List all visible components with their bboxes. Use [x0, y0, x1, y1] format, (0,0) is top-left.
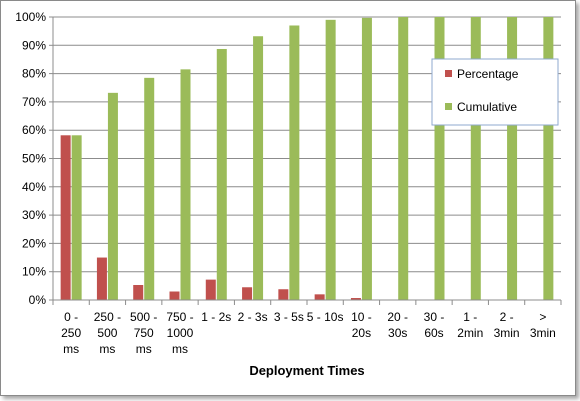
legend: Percentage Cumulative [431, 58, 559, 126]
x-tick-label: 3 - 5s [274, 310, 304, 324]
y-tick-label: 0% [29, 293, 47, 307]
x-tick-label: 20 - 30s [387, 310, 408, 340]
x-tick-label: 10 - 20s [351, 310, 372, 340]
y-tick-label: 50% [22, 152, 46, 166]
x-tick-label-line: 250 - [94, 310, 121, 324]
x-tick-label-line: 1000 [167, 326, 194, 340]
x-tick-label-line: 750 - [166, 310, 193, 324]
bar-cumulative [325, 19, 336, 301]
bar-cumulative [434, 17, 445, 300]
bar-percentage [60, 135, 71, 300]
bar-cumulative [361, 17, 372, 300]
x-tick-label-line: 10 - [351, 310, 372, 324]
y-tick-label: 70% [22, 95, 46, 109]
y-tick-label: 100% [15, 10, 46, 24]
bar-percentage [278, 289, 289, 300]
x-tick-label-line: ms [136, 342, 152, 356]
x-tick-label-line: 3 - 5s [274, 310, 304, 324]
x-tick-label-line: ms [172, 342, 188, 356]
y-tick-label: 30% [22, 208, 46, 222]
x-tick-label: 30 - 60s [424, 310, 445, 340]
x-tick-label-line: 2 - 3s [238, 310, 268, 324]
x-tick-label-line: 2min [457, 326, 483, 340]
x-tick-label-line: ms [63, 342, 79, 356]
x-tick-label-line: 20s [352, 326, 371, 340]
x-tick-label-line: 1 - [463, 310, 477, 324]
x-tick-label-line: 500 [97, 326, 117, 340]
bar-cumulative [289, 25, 300, 301]
bar-percentage [205, 279, 216, 300]
x-tick-label-line: > [539, 310, 546, 324]
x-tick-label-line: 3min [530, 326, 556, 340]
bar-cumulative [470, 17, 481, 300]
x-tick-label: 500 - 750 ms [130, 310, 157, 356]
x-tick-label-line: ms [99, 342, 115, 356]
x-tick-label: 5 - 10s [307, 310, 344, 324]
bar-percentage [350, 298, 361, 300]
y-tick-label: 80% [22, 67, 46, 81]
bar-cumulative [216, 48, 227, 300]
legend-label-percentage: Percentage [457, 67, 519, 81]
x-tick-label-line: 500 - [130, 310, 157, 324]
x-tick-label: 250 - 500 ms [94, 310, 121, 356]
legend-swatch-percentage [445, 70, 452, 77]
bars [60, 17, 554, 301]
bar-percentage [96, 257, 107, 300]
y-tick-label: 10% [22, 265, 46, 279]
bar-cumulative [253, 36, 264, 301]
x-tick-label-line: 3min [494, 326, 520, 340]
bar-cumulative [543, 17, 554, 300]
y-axis-ticks: 0% 10% 20% 30% 40% 50% 60% 70% 80% 90% 100% [15, 10, 53, 307]
y-tick-label: 20% [22, 236, 46, 250]
legend-box [431, 58, 559, 126]
x-tick-label-line: 30s [388, 326, 407, 340]
grid-lines [53, 16, 561, 273]
y-tick-label: 60% [22, 123, 46, 137]
bar-percentage [133, 285, 144, 300]
bar-percentage [314, 294, 325, 300]
bar-percentage [242, 287, 253, 300]
x-axis-title: Deployment Times [249, 363, 364, 378]
bar-cumulative [71, 135, 82, 300]
x-tick-label: 2 - 3s [238, 310, 268, 324]
legend-swatch-cumulative [445, 103, 452, 110]
x-tick-label: 0 - 250 ms [61, 310, 81, 356]
y-tick-label: 40% [22, 180, 46, 194]
bar-cumulative [107, 92, 118, 301]
x-tick-label: >3min [530, 310, 556, 340]
bar-cumulative [180, 69, 191, 300]
x-tick-label: 1 - 2s [201, 310, 231, 324]
x-axis-ticks: 0 - 250 ms 250 - 500 ms 500 - 750 ms 750 - 1000 ms 1… [52, 300, 562, 356]
x-tick-label: 1 - 2min [457, 310, 483, 340]
x-tick-label-line: 20 - [387, 310, 408, 324]
x-tick-label-line: 5 - 10s [307, 310, 344, 324]
x-tick-label-line: 1 - 2s [201, 310, 231, 324]
x-tick-label-line: 0 - [64, 310, 78, 324]
x-tick-label-line: 750 [134, 326, 154, 340]
bar-cumulative [398, 17, 409, 300]
x-tick-label-line: 30 - [424, 310, 445, 324]
x-tick-label-line: 2 - [500, 310, 514, 324]
bar-percentage [169, 291, 180, 300]
x-tick-label-line: 60s [424, 326, 443, 340]
bar-cumulative [144, 77, 155, 300]
x-tick-label: 750 - 1000 ms [166, 310, 193, 356]
y-tick-label: 90% [22, 38, 46, 52]
bar-cumulative [507, 17, 518, 300]
x-tick-label: 2 - 3min [494, 310, 520, 340]
x-tick-label-line: 250 [61, 326, 81, 340]
legend-label-cumulative: Cumulative [457, 100, 517, 114]
